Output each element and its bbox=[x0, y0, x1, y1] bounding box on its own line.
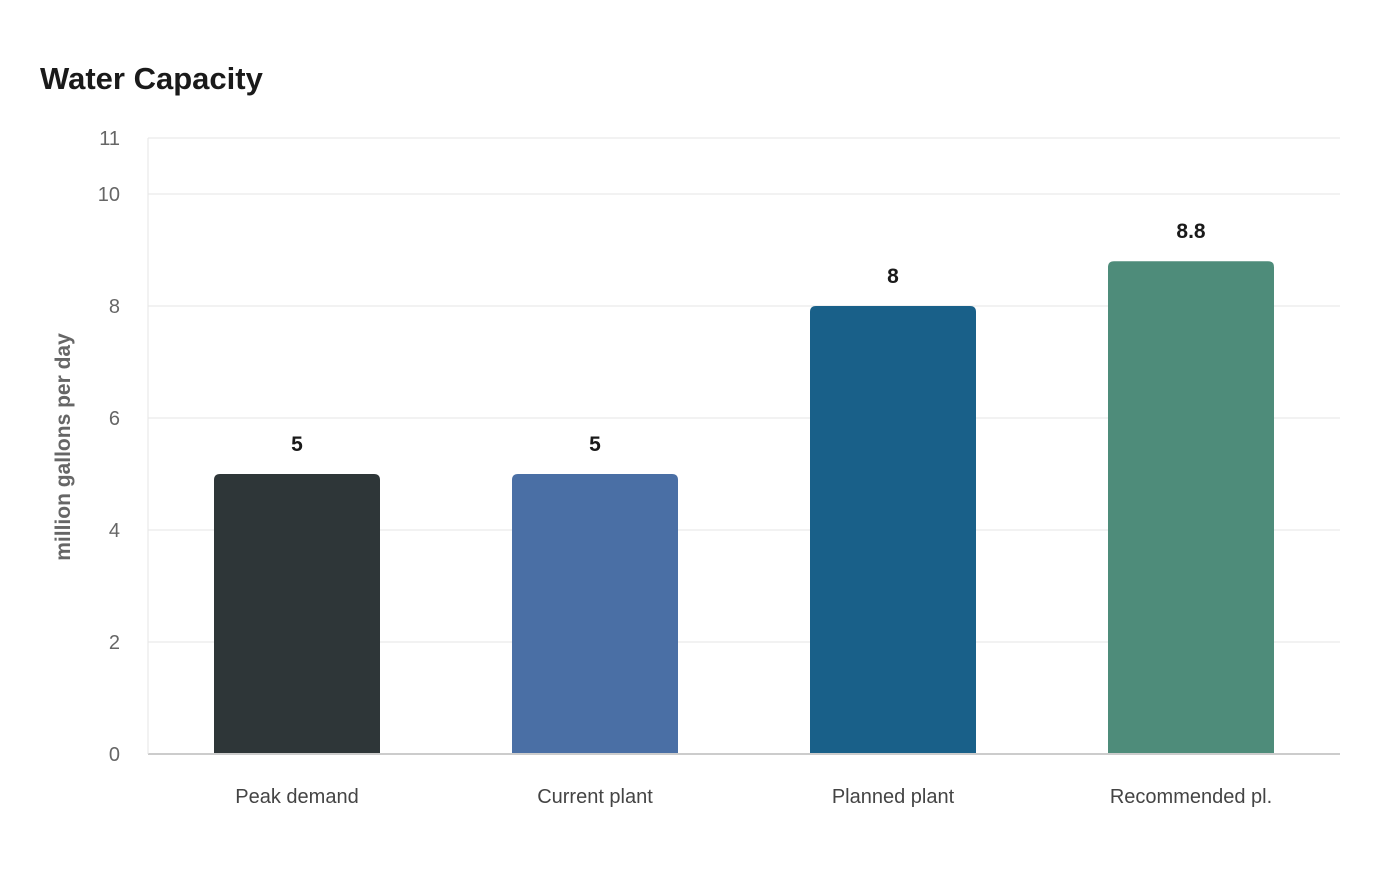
x-category-label: Peak demand bbox=[235, 786, 358, 808]
bar-peak-demand bbox=[214, 474, 380, 754]
chart-title: Water Capacity bbox=[40, 61, 263, 96]
x-category-label: Recommended pl. bbox=[1110, 786, 1272, 808]
x-axis-categories: Peak demand Current plant Planned plant Rec… bbox=[235, 786, 1272, 808]
y-tick-label: 4 bbox=[109, 520, 120, 542]
y-tick-label: 6 bbox=[109, 408, 120, 430]
x-category-label: Planned plant bbox=[832, 786, 955, 808]
bars bbox=[214, 261, 1274, 754]
bar-planned-plant bbox=[810, 306, 976, 754]
y-tick-label: 10 bbox=[98, 184, 120, 206]
y-tick-label: 0 bbox=[109, 744, 120, 766]
data-labels: 5 5 8 8.8 bbox=[291, 220, 1206, 456]
data-label: 5 bbox=[589, 433, 601, 456]
bar-current-plant bbox=[512, 474, 678, 754]
y-tick-label: 11 bbox=[99, 128, 120, 150]
data-label: 5 bbox=[291, 433, 303, 456]
y-tick-label: 8 bbox=[109, 296, 120, 318]
y-axis-title: million gallons per day bbox=[52, 333, 75, 561]
data-label: 8 bbox=[887, 265, 899, 288]
bar-recommended-pl bbox=[1108, 261, 1274, 754]
y-tick-label: 2 bbox=[109, 632, 120, 654]
data-label: 8.8 bbox=[1176, 220, 1206, 243]
x-category-label: Current plant bbox=[537, 786, 653, 808]
y-axis-ticks: 0 2 4 6 8 10 11 bbox=[98, 128, 120, 766]
